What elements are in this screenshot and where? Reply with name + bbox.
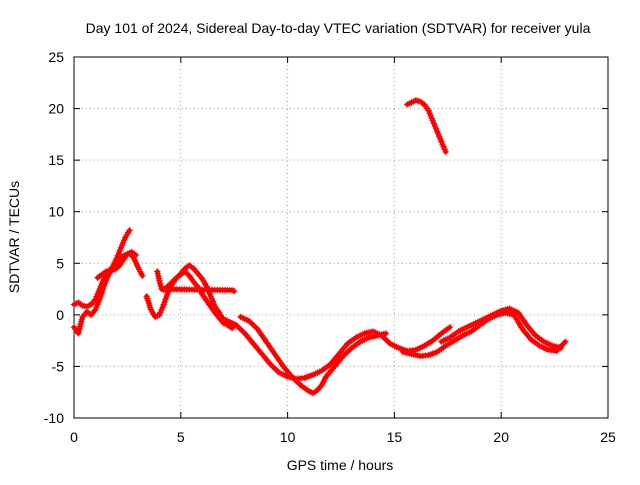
x-tick-label: 15	[387, 429, 403, 445]
x-tick-label: 10	[280, 429, 296, 445]
data-point	[231, 287, 238, 295]
data-point	[157, 283, 165, 290]
y-tick-label: 20	[48, 101, 64, 117]
data-series	[70, 97, 569, 397]
x-tick-label: 5	[177, 429, 185, 445]
data-point	[157, 280, 164, 287]
data-point	[139, 272, 146, 279]
x-axis: 0 5 10 15 20 25	[70, 57, 616, 445]
y-tick-label: 5	[56, 255, 64, 271]
x-tick-label: 20	[493, 429, 509, 445]
data-point	[557, 344, 565, 352]
data-point	[126, 227, 133, 234]
series-track-6	[154, 268, 238, 295]
data-point	[382, 330, 390, 337]
chart-title: Day 101 of 2024, Sidereal Day-to-day VTE…	[86, 20, 591, 36]
x-tick-label: 0	[70, 429, 78, 445]
y-tick-label: 15	[48, 152, 64, 168]
series-track-11	[404, 97, 449, 156]
y-tick-label: 25	[48, 49, 64, 65]
data-point	[562, 338, 569, 345]
y-tick-label: -5	[52, 358, 65, 374]
y-axis-label: SDTVAR / TECUs	[6, 181, 22, 293]
y-tick-label: -10	[44, 410, 64, 426]
series-track-3	[94, 248, 140, 281]
data-point	[156, 277, 163, 284]
y-axis: -10 -5 0 5 10 15 20 25	[44, 49, 608, 426]
series-track-8	[237, 313, 390, 397]
data-point	[132, 251, 140, 259]
data-point	[442, 148, 449, 156]
x-axis-label: GPS time / hours	[287, 457, 394, 473]
data-point	[446, 324, 454, 331]
y-tick-label: 10	[48, 204, 64, 220]
plot-frame	[73, 56, 609, 419]
series-track-10	[438, 305, 565, 352]
y-tick-label: 0	[56, 307, 64, 323]
x-tick-label: 25	[600, 429, 616, 445]
